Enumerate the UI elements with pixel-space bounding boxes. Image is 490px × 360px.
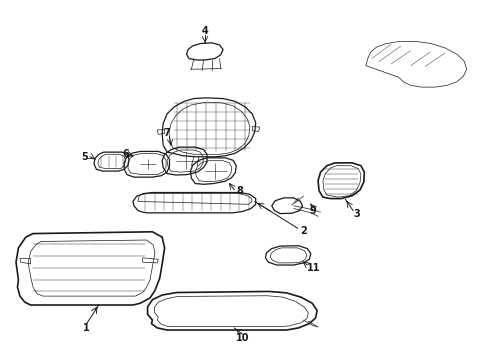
Text: 4: 4 <box>202 26 208 36</box>
Text: 3: 3 <box>354 209 361 219</box>
Text: 5: 5 <box>81 152 88 162</box>
Text: 1: 1 <box>83 323 90 333</box>
Text: 2: 2 <box>300 226 307 236</box>
Text: 7: 7 <box>164 128 171 138</box>
Text: 6: 6 <box>122 149 129 159</box>
Text: 9: 9 <box>310 206 317 216</box>
Text: 10: 10 <box>236 333 249 343</box>
Text: 8: 8 <box>237 186 244 196</box>
Text: 11: 11 <box>306 262 320 273</box>
